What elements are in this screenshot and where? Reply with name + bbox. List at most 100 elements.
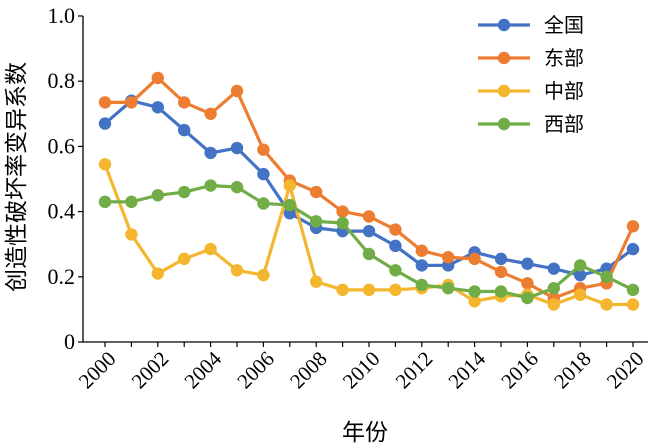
legend-item: 全国	[478, 14, 584, 37]
data-point	[547, 282, 560, 295]
data-point	[257, 167, 270, 181]
series-3	[98, 158, 640, 311]
data-point	[521, 257, 534, 270]
data-point	[415, 244, 428, 257]
data-point	[600, 298, 613, 311]
data-point	[389, 283, 402, 297]
x-tick-label: 2012	[391, 347, 438, 394]
data-point	[362, 247, 376, 261]
series-2	[98, 71, 640, 305]
data-point	[336, 205, 349, 218]
data-point	[547, 298, 560, 311]
legend-marker	[497, 84, 511, 98]
data-point	[415, 259, 428, 272]
data-point	[257, 143, 270, 156]
data-point	[494, 252, 508, 266]
data-point	[257, 268, 270, 282]
data-point	[98, 158, 112, 171]
series-1	[98, 94, 640, 282]
data-point	[521, 291, 534, 305]
data-point	[494, 285, 508, 298]
data-point	[336, 283, 349, 297]
x-tick-label: 2002	[127, 347, 174, 394]
data-point	[415, 278, 428, 292]
data-point	[310, 215, 323, 228]
data-point	[178, 185, 191, 199]
data-point	[151, 71, 164, 85]
data-point	[574, 288, 587, 301]
data-point	[468, 295, 481, 308]
data-point	[151, 189, 164, 202]
data-point	[468, 285, 481, 298]
y-tick-label: 0.6	[48, 133, 76, 158]
data-point	[178, 252, 191, 266]
y-ticks: 0 0.2 0.4 0.6 0.8 1.0	[48, 3, 83, 354]
data-point	[336, 216, 349, 230]
data-point	[442, 251, 455, 264]
y-tick-label: 0.2	[48, 264, 76, 289]
series-4	[98, 179, 640, 305]
data-point	[151, 101, 164, 114]
x-tick-label: 2014	[443, 346, 490, 393]
data-point	[494, 265, 508, 279]
data-point	[389, 223, 402, 236]
data-point	[574, 268, 587, 282]
data-point	[230, 264, 244, 277]
data-point	[204, 107, 217, 121]
data-point	[547, 262, 560, 275]
legend-item: 东部	[478, 47, 584, 70]
data-point	[257, 197, 270, 210]
data-point	[283, 179, 296, 192]
legend-label: 全国	[544, 14, 584, 37]
data-point	[125, 96, 138, 109]
legend-label: 中部	[544, 80, 584, 103]
series-layer	[98, 71, 640, 311]
data-point	[125, 195, 138, 209]
data-point	[151, 267, 164, 280]
data-point	[442, 282, 455, 295]
y-tick-label: 0.4	[48, 199, 76, 224]
data-point	[389, 264, 402, 277]
data-point	[310, 185, 323, 199]
data-point	[362, 283, 376, 297]
x-tick-label: 2016	[496, 347, 543, 394]
x-tick-label: 2010	[338, 347, 385, 394]
data-point	[230, 141, 244, 155]
data-point	[98, 117, 112, 130]
x-tick-label: 2000	[74, 347, 121, 394]
x-tick-label: 2004	[179, 346, 226, 393]
legend-item: 中部	[478, 80, 584, 103]
x-axis-title: 年份	[342, 420, 388, 445]
series-line	[105, 183, 634, 300]
data-point	[362, 210, 376, 223]
y-tick-label: 1.0	[48, 3, 76, 28]
data-point	[521, 277, 534, 290]
data-point	[125, 228, 138, 241]
data-point	[98, 96, 112, 109]
data-point	[468, 252, 481, 266]
data-point	[204, 146, 217, 160]
data-point	[204, 242, 217, 256]
data-point	[626, 283, 640, 297]
legend-marker	[497, 18, 511, 32]
data-point	[310, 275, 323, 288]
data-point	[626, 242, 640, 256]
data-point	[178, 123, 191, 137]
x-tick-label: 2008	[285, 347, 332, 394]
legend-marker	[497, 117, 511, 131]
data-point	[600, 270, 613, 283]
data-point	[204, 179, 217, 192]
legend-item: 西部	[478, 113, 584, 136]
data-point	[626, 220, 640, 233]
data-point	[362, 224, 376, 238]
data-point	[230, 180, 244, 194]
legend-label: 西部	[544, 113, 584, 136]
data-point	[230, 84, 244, 98]
x-tick-label: 2020	[602, 347, 649, 394]
data-point	[626, 298, 640, 311]
data-point	[283, 198, 296, 212]
data-point	[98, 195, 112, 209]
legend-marker	[497, 51, 511, 65]
